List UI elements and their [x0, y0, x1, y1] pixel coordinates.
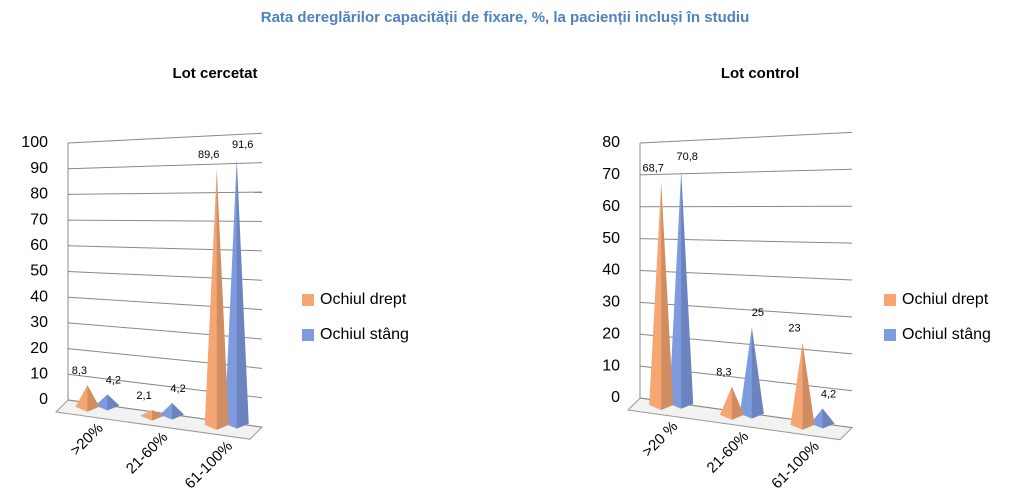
grid-line	[67, 132, 263, 144]
data-label: 23	[788, 322, 800, 334]
legend-label: Ochiul drept	[902, 291, 989, 308]
x-tick-label: 21-60%	[704, 428, 753, 477]
y-tick-label: 0	[611, 389, 620, 406]
pyramid-shade	[661, 182, 674, 410]
grid-line	[67, 296, 263, 311]
y-tick-label: 100	[21, 134, 48, 151]
y-tick-label: 50	[602, 230, 620, 247]
legend-label: Ochiul stâng	[320, 326, 409, 343]
y-tick-label: 40	[602, 262, 620, 279]
y-tick-label: 60	[602, 198, 620, 215]
data-label: 2,1	[136, 390, 151, 402]
y-tick-label: 10	[30, 366, 48, 383]
pyramid	[160, 402, 185, 420]
data-label: 4,2	[106, 374, 121, 386]
data-label: 8,3	[72, 365, 87, 377]
pyramid	[140, 410, 165, 421]
y-tick-label: 0	[39, 391, 48, 408]
data-label: 4,2	[821, 388, 836, 400]
legend-swatch	[302, 294, 314, 306]
chart-title: Lot control	[721, 65, 799, 82]
x-tick-label: 61-100%	[768, 438, 822, 492]
pyramid-shade	[107, 394, 120, 411]
grid-line	[639, 301, 853, 318]
grid-line	[67, 162, 263, 170]
pyramid-shade	[152, 410, 165, 421]
pyramid	[649, 182, 674, 410]
pyramid-shade	[216, 169, 229, 430]
y-tick-label: 70	[602, 166, 620, 183]
pyramid	[224, 158, 249, 429]
y-tick-label: 20	[30, 340, 48, 357]
page-title: Rata dereglărilor capacității de fixare,…	[261, 9, 749, 26]
grid-line	[639, 333, 853, 355]
pyramid-shade	[87, 385, 100, 412]
legend-swatch	[884, 329, 896, 341]
y-tick-label: 30	[602, 294, 620, 311]
pyramid-shade	[731, 386, 744, 420]
grid-line	[639, 131, 853, 144]
pyramid	[719, 386, 744, 420]
data-label: 8,3	[716, 367, 731, 379]
grid-line	[639, 168, 853, 176]
y-tick-label: 30	[30, 314, 48, 331]
legend-swatch	[302, 329, 314, 341]
grid-line	[67, 245, 263, 252]
pyramid-shade	[822, 408, 835, 429]
pyramid	[669, 171, 694, 409]
x-tick-label: >20%	[67, 420, 106, 459]
y-tick-label: 80	[30, 186, 48, 203]
y-tick-label: 10	[602, 357, 620, 374]
data-label: 68,7	[642, 162, 663, 174]
pyramid-shade	[236, 158, 249, 429]
grid-line	[639, 205, 853, 208]
y-tick-label: 50	[30, 263, 48, 280]
y-tick-label: 70	[30, 211, 48, 228]
pyramid-shade	[751, 327, 764, 419]
x-tick-label: >20 %	[639, 418, 681, 460]
pyramid	[810, 408, 835, 429]
chart-title: Lot cercetat	[172, 65, 257, 82]
legend-label: Ochiul drept	[320, 291, 407, 308]
pyramid-shade	[681, 171, 694, 409]
y-tick-label: 60	[30, 237, 48, 254]
y-tick-label: 40	[30, 288, 48, 305]
grid-line	[639, 238, 853, 244]
legend-swatch	[884, 294, 896, 306]
pyramid-shade	[172, 402, 185, 420]
x-tick-label: 21-60%	[123, 429, 172, 478]
grid-line	[639, 270, 853, 281]
pyramid	[204, 169, 229, 430]
data-label: 91,6	[232, 139, 253, 151]
pyramid	[739, 327, 764, 419]
y-tick-label: 90	[30, 160, 48, 177]
pyramid	[790, 342, 815, 430]
pyramid	[95, 394, 120, 411]
data-label: 25	[752, 307, 764, 319]
x-tick-label: 61-100%	[182, 438, 236, 492]
grid-line	[67, 191, 263, 195]
data-label: 89,6	[198, 149, 219, 161]
pyramid	[75, 385, 100, 412]
grid-line	[67, 271, 263, 281]
data-label: 4,2	[170, 383, 185, 395]
legend-label: Ochiul stâng	[902, 326, 991, 343]
y-tick-label: 20	[602, 325, 620, 342]
grid-line	[67, 219, 263, 222]
data-label: 70,8	[676, 151, 697, 163]
y-tick-label: 80	[602, 134, 620, 151]
pyramid-shade	[802, 342, 815, 430]
